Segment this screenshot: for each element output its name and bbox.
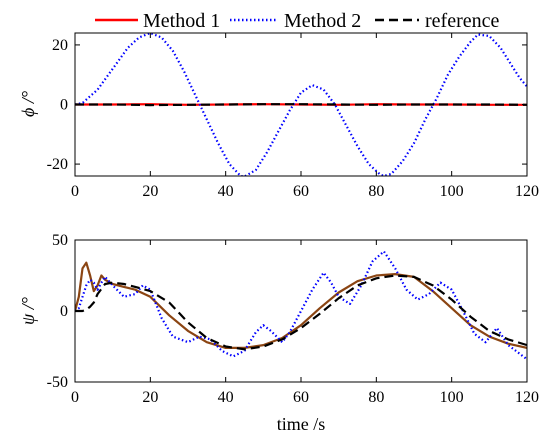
x-tick-label: 0 <box>71 183 79 200</box>
ylabel-yaw: ψ /° <box>18 297 38 325</box>
y-tick-label: -50 <box>47 374 68 391</box>
x-tick-label: 40 <box>218 183 234 200</box>
x-tick-label: 20 <box>142 183 158 200</box>
y-tick-label: 20 <box>52 37 68 54</box>
x-tick-label: 100 <box>440 183 464 200</box>
x-tick-label: 20 <box>142 389 158 406</box>
series-line-reference-0 <box>75 103 527 107</box>
x-tick-label: 80 <box>368 183 384 200</box>
y-tick-label: -20 <box>47 156 68 173</box>
series-line-method-1-1 <box>75 261 527 349</box>
y-tick-label: 0 <box>60 303 68 320</box>
x-tick-label: 40 <box>218 389 234 406</box>
x-tick-label: 60 <box>293 183 309 200</box>
legend: Method 1 Method 2 reference <box>95 10 499 32</box>
legend-label-reference: reference <box>425 10 499 32</box>
series-line-method-2-1 <box>75 250 527 361</box>
x-tick-label: 0 <box>71 389 79 406</box>
xlabel-time: time /s <box>277 414 326 434</box>
series-line-reference-1 <box>75 274 527 351</box>
x-tick-label: 60 <box>293 389 309 406</box>
x-tick-label: 120 <box>515 389 539 406</box>
y-tick-label: 50 <box>52 232 68 249</box>
plot-frame-yaw <box>74 239 528 383</box>
x-tick-label: 80 <box>368 389 384 406</box>
y-tick-label: 0 <box>60 97 68 114</box>
x-tick-label: 100 <box>440 389 464 406</box>
ylabel-roll: ϕ /° <box>18 91 38 117</box>
x-tick-label: 120 <box>515 183 539 200</box>
legend-label-method-2: Method 2 <box>284 10 361 32</box>
legend-label-method-1: Method 1 <box>143 10 220 32</box>
